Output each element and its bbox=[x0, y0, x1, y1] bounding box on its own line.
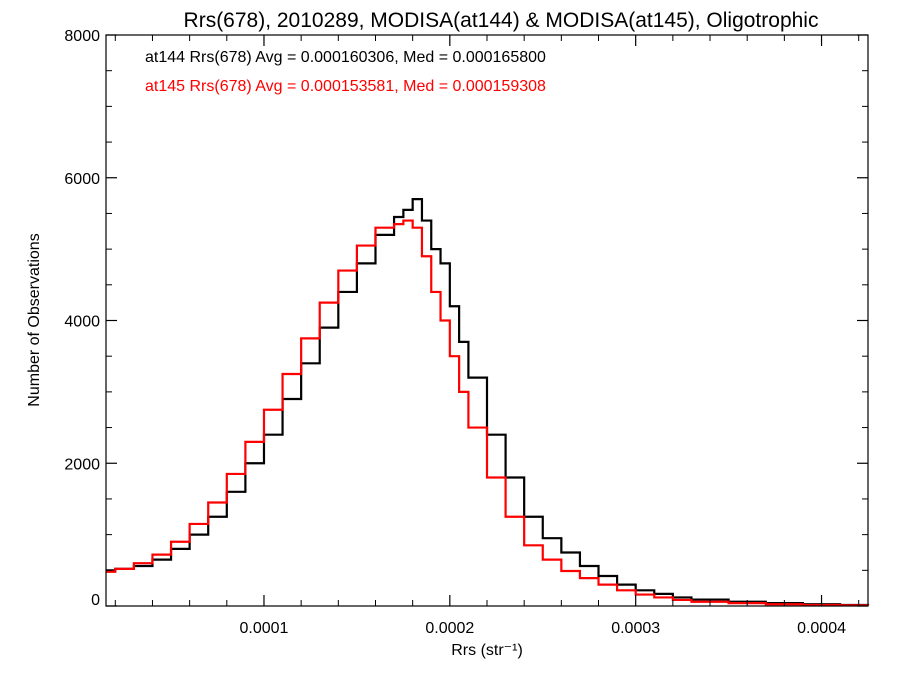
series-line-1 bbox=[106, 219, 870, 607]
y-tick-label: 4000 bbox=[64, 314, 100, 331]
annotation-at145: at145 Rrs(678) Avg = 0.000153581, Med = … bbox=[145, 78, 546, 95]
annotation-at144: at144 Rrs(678) Avg = 0.000160306, Med = … bbox=[145, 49, 546, 66]
tick-layer: 0.0001 0.0002 0.0003 0.0004 0 2000 4000 6000 800… bbox=[64, 28, 868, 637]
plot-frame bbox=[105, 34, 869, 607]
y-axis-label: Number of Observations bbox=[26, 233, 43, 406]
chart-title: Rrs(678), 2010289, MODISA(at144) & MODIS… bbox=[184, 9, 819, 32]
x-tick-label: 0.0004 bbox=[797, 620, 846, 637]
x-axis-label: Rrs (str⁻¹) bbox=[451, 642, 523, 659]
y-tick-label: 6000 bbox=[64, 171, 100, 188]
x-tick-label: 0.0002 bbox=[425, 620, 474, 637]
x-tick-label: 0.0003 bbox=[611, 620, 660, 637]
series-layer bbox=[106, 198, 870, 607]
x-tick-label: 0.0001 bbox=[240, 620, 289, 637]
y-tick-label: 8000 bbox=[64, 28, 100, 45]
plot-area: 0.0001 0.0002 0.0003 0.0004 0 2000 4000 6000 800… bbox=[64, 28, 870, 637]
y-tick-label: 0 bbox=[91, 592, 100, 609]
series-line-0 bbox=[106, 198, 870, 607]
y-tick-label: 2000 bbox=[64, 456, 100, 473]
